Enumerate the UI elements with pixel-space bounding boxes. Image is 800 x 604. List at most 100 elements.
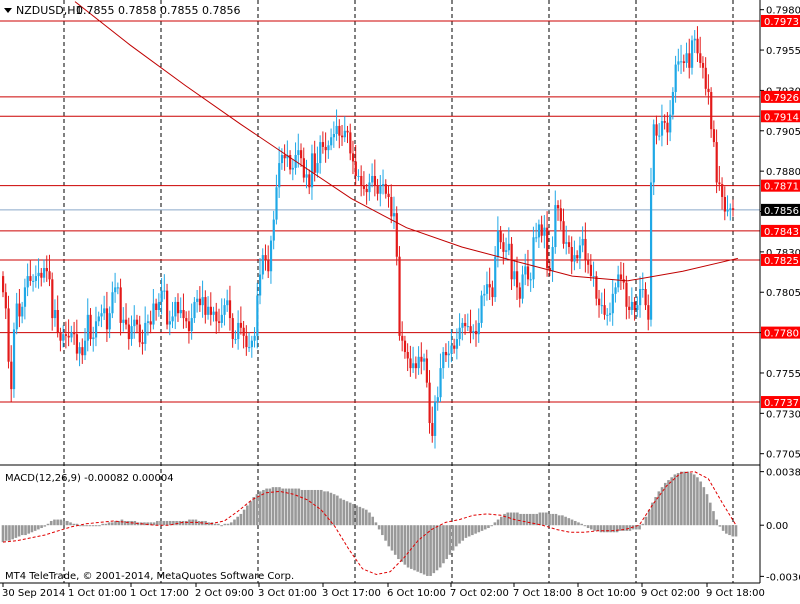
candle-body xyxy=(21,306,24,317)
candle-body xyxy=(119,287,122,323)
macd-histogram-bar xyxy=(721,525,725,531)
macd-histogram-bar xyxy=(615,525,619,533)
macd-histogram-bar xyxy=(172,520,175,526)
macd-histogram-bar xyxy=(246,505,249,526)
macd-histogram-bar xyxy=(117,520,121,526)
macd-histogram-bar xyxy=(300,489,304,526)
candle-body xyxy=(537,224,541,238)
macd-histogram-bar xyxy=(708,502,712,526)
candle-body xyxy=(677,61,680,65)
macd-histogram-bar xyxy=(525,513,529,526)
candle-body xyxy=(259,274,262,296)
candle-body xyxy=(250,340,254,348)
candle-body xyxy=(598,298,601,306)
macd-histogram-bar xyxy=(24,525,27,536)
macd-histogram-bar xyxy=(381,525,384,536)
macd-histogram-bar xyxy=(33,525,37,531)
macd-histogram-bar xyxy=(577,522,580,526)
candle-body xyxy=(636,305,639,310)
macd-histogram-bar xyxy=(43,525,47,527)
macd-histogram-bar xyxy=(548,513,551,526)
candle-body xyxy=(403,340,407,352)
macd-histogram-bar xyxy=(319,489,323,526)
candle-body xyxy=(639,289,642,306)
candle-body xyxy=(29,276,32,281)
candle-body xyxy=(488,284,491,288)
macd-histogram-bar xyxy=(82,525,85,527)
macd-histogram-bar xyxy=(593,525,596,531)
candle-body xyxy=(513,271,516,280)
candle-body xyxy=(551,247,554,272)
macd-layer xyxy=(1,471,738,576)
candle-body xyxy=(261,255,264,275)
candle-body xyxy=(182,310,185,319)
current-price-label: 0.7856 xyxy=(764,206,799,217)
candle-body xyxy=(18,303,21,317)
macd-histogram-bar xyxy=(448,525,452,555)
candle-body xyxy=(693,38,696,41)
macd-histogram-bar xyxy=(573,520,577,526)
candle-body xyxy=(649,182,653,320)
macd-histogram-bar xyxy=(419,525,423,574)
macd-histogram-bar xyxy=(390,525,394,551)
macd-histogram-bar xyxy=(403,525,407,565)
candle-body xyxy=(70,332,73,338)
time-tick-label: 3 Oct 01:00 xyxy=(258,588,317,599)
price-tick-label: 0.7880 xyxy=(766,167,800,178)
candle-body xyxy=(721,184,724,197)
candle-body xyxy=(160,290,163,302)
candle-body xyxy=(135,319,139,325)
candle-body xyxy=(234,339,237,341)
macd-histogram-bar xyxy=(541,512,545,526)
price-tick-label: 0.7955 xyxy=(766,46,800,57)
macd-histogram-bar xyxy=(535,513,538,526)
macd-histogram-bar xyxy=(8,525,11,541)
candle-body xyxy=(466,326,469,328)
candle-body xyxy=(477,322,480,335)
candle-body xyxy=(92,337,95,340)
macd-histogram-bar xyxy=(291,488,294,526)
candle-body xyxy=(15,303,18,330)
price-level-label: 0.7973 xyxy=(764,17,799,28)
candle-body xyxy=(149,321,152,325)
macd-histogram-bar xyxy=(348,502,352,526)
macd-histogram-bar xyxy=(152,522,156,526)
macd-histogram-bar xyxy=(500,516,503,526)
macd-histogram-bar xyxy=(368,512,371,526)
candle-body xyxy=(327,145,330,151)
candle-body xyxy=(414,363,418,369)
macd-histogram-bar xyxy=(274,487,278,526)
candle-body xyxy=(546,227,549,269)
candle-body xyxy=(401,335,404,341)
candle-body xyxy=(483,293,486,296)
candle-body xyxy=(559,208,562,222)
candle-body xyxy=(630,301,634,310)
candle-body xyxy=(267,259,270,272)
macd-histogram-bar xyxy=(72,523,76,526)
candle-body xyxy=(291,167,295,170)
candle-body xyxy=(111,292,114,314)
candle-body xyxy=(40,272,43,278)
copyright-text: MT4 TeleTrade, © 2001-2014, MetaQuotes S… xyxy=(5,571,294,582)
candle-body xyxy=(174,301,177,317)
macd-histogram-bar xyxy=(487,525,490,529)
candle-body xyxy=(682,61,685,63)
candle-body xyxy=(114,287,117,293)
candle-body xyxy=(379,185,382,194)
price-level-label: 0.7737 xyxy=(764,398,799,409)
candle-body xyxy=(660,121,664,136)
candle-body xyxy=(341,135,344,138)
candle-body xyxy=(608,313,612,315)
macd-histogram-bar xyxy=(442,525,445,564)
macd-histogram-bar xyxy=(249,501,252,526)
candle-body xyxy=(171,316,174,322)
candle-body xyxy=(289,155,292,170)
macd-histogram-bar xyxy=(545,512,548,526)
candle-body xyxy=(548,268,552,272)
moving-average-line xyxy=(74,1,739,282)
chart-menu-arrow-icon[interactable] xyxy=(4,8,12,13)
candle-body xyxy=(516,271,519,288)
macd-histogram-bar xyxy=(625,525,628,531)
candle-body xyxy=(715,142,718,183)
